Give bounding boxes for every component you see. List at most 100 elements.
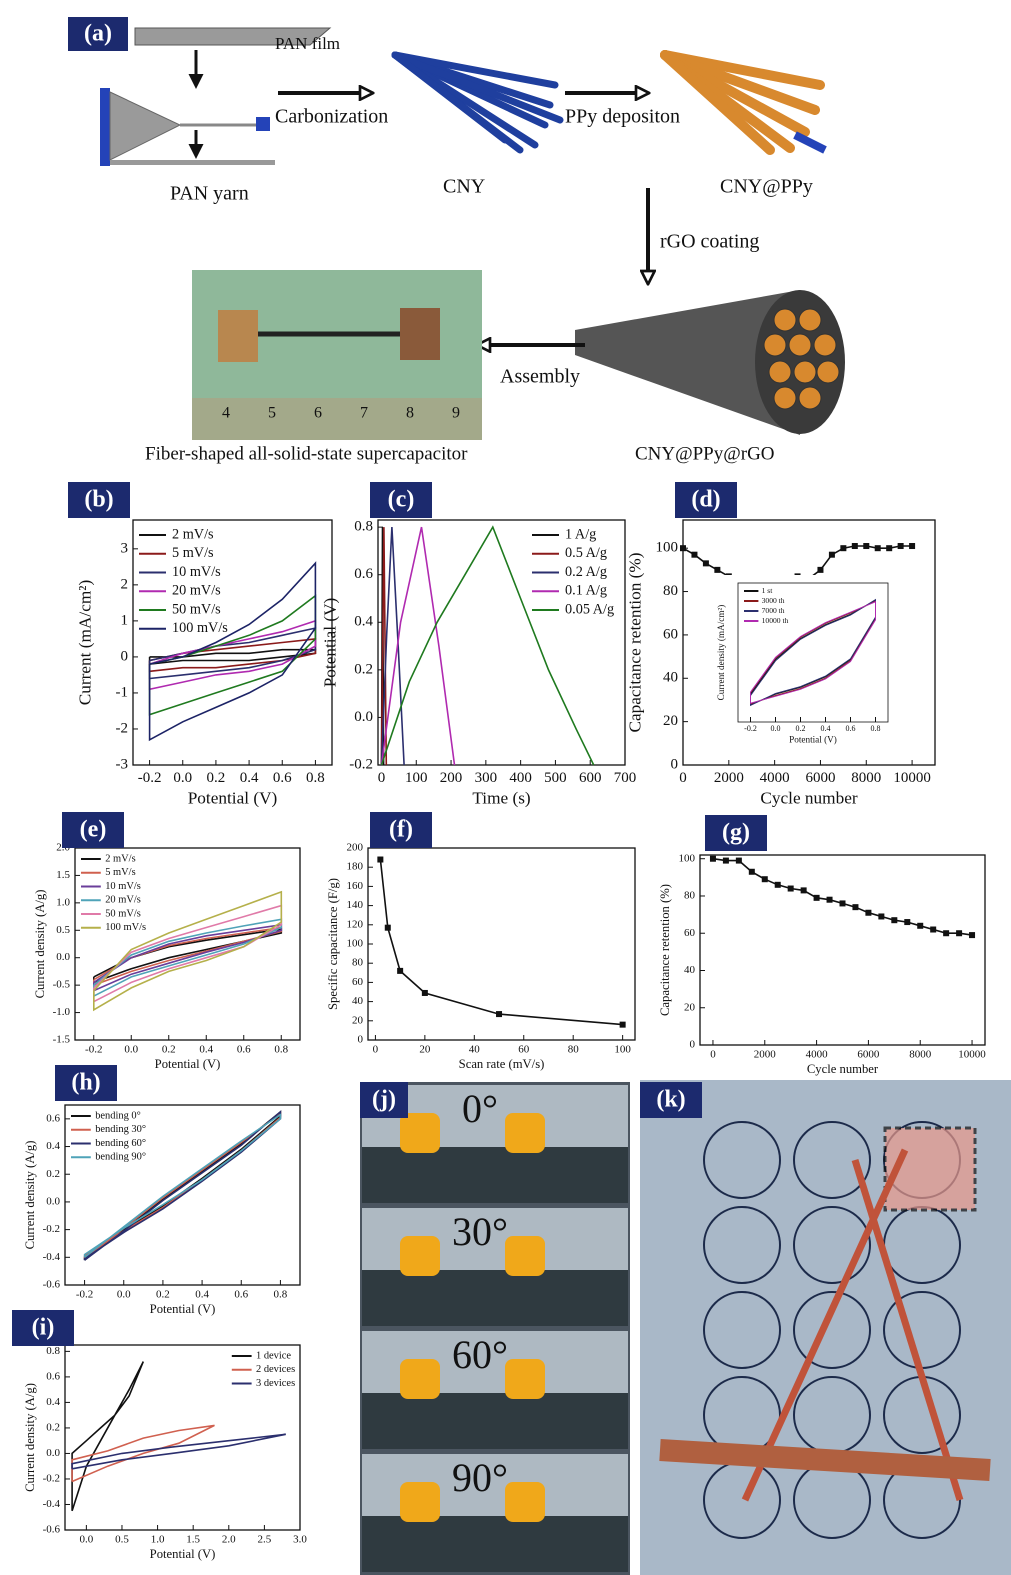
x-tick-label: 10000 bbox=[893, 770, 931, 786]
legend-label: 50 mV/s bbox=[105, 908, 141, 919]
y-axis-label: Current density (A/g) bbox=[23, 1383, 37, 1492]
x-tick-label: 2000 bbox=[754, 1048, 777, 1060]
x-tick-label: 80 bbox=[568, 1043, 580, 1055]
x-tick-label: 6000 bbox=[805, 770, 835, 786]
legend-label: 0.5 A/g bbox=[565, 545, 607, 561]
clamp bbox=[400, 1359, 440, 1399]
y-tick-label: 140 bbox=[347, 899, 364, 911]
x-tick-label: 0.0 bbox=[79, 1533, 93, 1545]
marker bbox=[827, 897, 833, 903]
x-tick-label: 0.8 bbox=[306, 770, 325, 786]
y-tick-label: 0.2 bbox=[46, 1421, 60, 1433]
marker bbox=[852, 543, 858, 549]
x-tick-label: 60 bbox=[518, 1043, 530, 1055]
marker bbox=[762, 876, 768, 882]
x-tick-label: 700 bbox=[614, 770, 637, 786]
x-tick-label: 10000 bbox=[958, 1048, 986, 1060]
chart: 0200040006000800010000020406080100Cycle … bbox=[658, 815, 986, 1076]
x-tick-label: -0.2 bbox=[76, 1288, 93, 1300]
y-tick-label: -0.6 bbox=[43, 1524, 61, 1536]
y-tick-label: 100 bbox=[347, 938, 364, 950]
label: PPy depositon bbox=[565, 106, 680, 128]
legend-label: 100 mV/s bbox=[105, 922, 146, 933]
y-tick-label: 60 bbox=[663, 626, 678, 642]
legend-label: 100 mV/s bbox=[172, 620, 228, 636]
x-tick-label: 0.5 bbox=[115, 1533, 129, 1545]
legend-label: bending 90° bbox=[95, 1152, 146, 1163]
panel-label: (i) bbox=[32, 1315, 55, 1341]
x-tick-label: 0.6 bbox=[237, 1043, 251, 1055]
panel-k: (k) bbox=[640, 1080, 1011, 1575]
y-tick-label: 0.6 bbox=[46, 1112, 60, 1124]
angle-label: 90° bbox=[452, 1455, 508, 1500]
x-tick-label: 0 bbox=[373, 1043, 379, 1055]
marker bbox=[917, 923, 923, 929]
x-tick-label: 40 bbox=[469, 1043, 481, 1055]
x-tick-label: 8000 bbox=[851, 770, 881, 786]
panel-label: (c) bbox=[388, 487, 415, 513]
marker bbox=[898, 543, 904, 549]
x-tick-label: 0.8 bbox=[274, 1043, 288, 1055]
label: rGO coating bbox=[660, 231, 759, 253]
y-tick-label: 0.2 bbox=[354, 661, 373, 677]
electrode bbox=[218, 310, 258, 362]
marker bbox=[875, 545, 881, 551]
y-tick-label: 200 bbox=[347, 842, 364, 854]
clamp bbox=[400, 1482, 440, 1522]
series-line bbox=[380, 860, 622, 1025]
series-line bbox=[94, 928, 281, 986]
x-tick-label: 1.0 bbox=[151, 1533, 165, 1545]
marker bbox=[840, 900, 846, 906]
panel-label: (e) bbox=[80, 817, 107, 843]
label: CNY@PPy bbox=[720, 176, 813, 198]
y-tick-label: 100 bbox=[656, 540, 679, 556]
clamp bbox=[505, 1236, 545, 1276]
y-tick-label: 160 bbox=[347, 880, 364, 892]
panel-label: (k) bbox=[656, 1087, 685, 1113]
x-tick-label: 1.5 bbox=[186, 1533, 200, 1545]
x-tick-label: 0.8 bbox=[274, 1288, 288, 1300]
x-tick-label: 0.4 bbox=[195, 1288, 209, 1300]
series-line bbox=[72, 1362, 143, 1511]
x-tick-label: 4000 bbox=[760, 770, 790, 786]
y-tick-label: 0.0 bbox=[354, 709, 373, 725]
legend-label: 50 mV/s bbox=[172, 601, 221, 617]
y-tick-label: 3 bbox=[121, 540, 129, 556]
x-tick-label: 400 bbox=[509, 770, 532, 786]
x-tick-label: 0.6 bbox=[234, 1288, 248, 1300]
spinneret bbox=[100, 88, 110, 166]
series-line bbox=[382, 527, 455, 765]
chart: 020406080100020406080100120140160180200S… bbox=[326, 812, 635, 1071]
legend-label: 1 st bbox=[762, 586, 774, 595]
x-axis-label: Potential (V) bbox=[155, 1057, 221, 1071]
angle-label: 60° bbox=[452, 1332, 508, 1377]
x-tick-label: 0.8 bbox=[871, 724, 881, 733]
label: CNY@PPy@rGO bbox=[635, 443, 775, 464]
y-tick-label: -0.6 bbox=[43, 1279, 61, 1291]
y-axis-label: Current density (A/g) bbox=[33, 890, 47, 999]
y-tick-label: -3 bbox=[116, 756, 129, 772]
y-tick-label: 2 bbox=[121, 576, 129, 592]
marker bbox=[691, 552, 697, 558]
angle-label: 30° bbox=[452, 1209, 508, 1254]
marker bbox=[904, 919, 910, 925]
x-tick-label: 0.2 bbox=[162, 1043, 176, 1055]
y-tick-label: -0.2 bbox=[43, 1472, 60, 1484]
y-tick-label: 1.0 bbox=[56, 896, 70, 908]
y-tick-label: 80 bbox=[684, 890, 696, 902]
clamp bbox=[400, 1113, 440, 1153]
panel-label: (f) bbox=[389, 817, 413, 843]
y-tick-label: 40 bbox=[663, 670, 678, 686]
x-tick-label: 2000 bbox=[714, 770, 744, 786]
y-tick-label: 0.6 bbox=[354, 566, 373, 582]
marker bbox=[817, 567, 823, 573]
y-axis-label: Specific capacitance (F/g) bbox=[326, 878, 340, 1010]
stage bbox=[362, 1393, 628, 1449]
legend-label: 10000 th bbox=[762, 616, 789, 625]
x-tick-label: 0.2 bbox=[156, 1288, 170, 1300]
y-tick-label: 0.5 bbox=[56, 924, 70, 936]
y-tick-label: 0 bbox=[121, 648, 129, 664]
stage bbox=[362, 1270, 628, 1326]
